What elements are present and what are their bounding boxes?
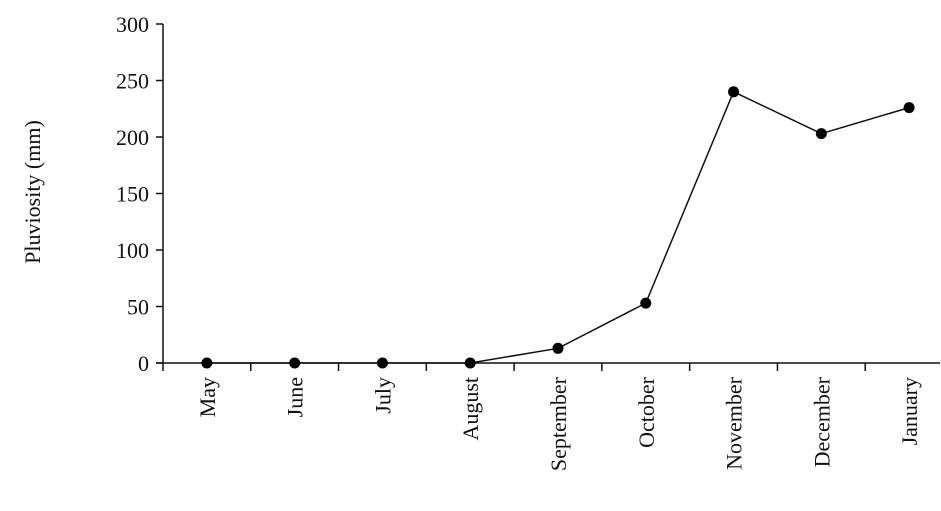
x-tick-label: July bbox=[370, 377, 395, 414]
y-axis-title: Pluviosity (mm) bbox=[20, 120, 45, 264]
data-point bbox=[552, 342, 564, 354]
y-tick-label: 0 bbox=[138, 351, 149, 376]
x-axis: May June July August September October Novembe… bbox=[156, 362, 940, 471]
y-axis: 0 50 100 150 200 250 300 bbox=[116, 12, 164, 376]
y-tick-label: 300 bbox=[116, 12, 149, 37]
x-tick-label: September bbox=[546, 376, 571, 471]
y-tick-label: 250 bbox=[116, 69, 149, 94]
x-tick-label: January bbox=[897, 377, 922, 445]
data-point bbox=[640, 297, 652, 309]
data-point bbox=[201, 357, 213, 369]
series-group bbox=[201, 86, 915, 369]
y-tick-label: 100 bbox=[116, 238, 149, 263]
y-tick-label: 200 bbox=[116, 125, 149, 150]
y-tick-label: 50 bbox=[127, 295, 149, 320]
data-point bbox=[903, 102, 915, 114]
x-tick-label: August bbox=[458, 377, 483, 441]
data-point bbox=[289, 357, 301, 369]
x-tick-label: October bbox=[634, 376, 659, 448]
data-point bbox=[728, 86, 740, 98]
x-tick-label: June bbox=[283, 377, 308, 417]
y-tick-label: 150 bbox=[116, 182, 149, 207]
x-tick-label: May bbox=[195, 377, 220, 417]
x-tick-label: November bbox=[722, 376, 747, 470]
data-point bbox=[815, 128, 827, 140]
x-tick-label: December bbox=[809, 376, 834, 467]
data-point bbox=[464, 357, 476, 369]
data-point bbox=[376, 357, 388, 369]
series-line bbox=[206, 90, 910, 364]
